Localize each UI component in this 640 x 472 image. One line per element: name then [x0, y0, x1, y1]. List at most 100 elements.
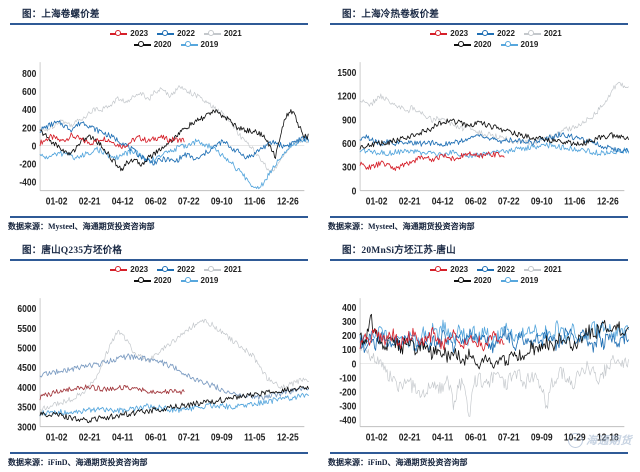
- legend-item-2023[interactable]: 2023: [430, 265, 468, 274]
- panel-title: 图：唐山Q235方坯价格: [22, 246, 123, 256]
- svg-text:04-11: 04-11: [432, 432, 454, 444]
- svg-text:06-02: 06-02: [145, 196, 167, 208]
- legend-marker-icon: [203, 265, 221, 274]
- title-divider: [10, 23, 308, 25]
- svg-text:07-21: 07-21: [498, 432, 520, 444]
- legend-label: 2019: [520, 39, 539, 49]
- source-note: 数据来源：Mysteel、海通期货投资咨询部: [8, 222, 155, 231]
- legend-marker-icon: [110, 265, 128, 274]
- svg-text:01-02: 01-02: [366, 432, 388, 444]
- legend-item-2019[interactable]: 2019: [500, 39, 539, 49]
- chart-area: 2023 2022 2021: [328, 27, 630, 214]
- legend-item-2022[interactable]: 2022: [157, 29, 195, 38]
- svg-text:0: 0: [32, 140, 37, 152]
- legend-item-2019[interactable]: 2019: [500, 275, 539, 285]
- legend-label: 2023: [450, 264, 469, 274]
- chart-legend: 2023 2022 2021: [328, 29, 630, 49]
- legend-marker-icon: [523, 265, 541, 274]
- svg-text:1500: 1500: [337, 67, 356, 79]
- legend-label: 2019: [520, 275, 539, 285]
- svg-text:5500: 5500: [17, 323, 36, 335]
- panel-shanghai-cold-hot-rolled-spread: 图：上海冷热卷板价差 2023 2022: [320, 0, 640, 236]
- svg-text:5000: 5000: [17, 343, 36, 355]
- source-note: 数据来源：iFinD、海通期货投资咨询部: [8, 458, 148, 467]
- legend-item-2019[interactable]: 2019: [180, 40, 218, 49]
- svg-text:07-22: 07-22: [498, 196, 520, 208]
- legend-item-2023[interactable]: 2023: [430, 29, 468, 38]
- panel-title: 图：上海卷螺价差: [22, 10, 100, 20]
- svg-text:-100: -100: [339, 372, 356, 384]
- svg-text:07-21: 07-21: [178, 432, 200, 444]
- svg-text:06-01: 06-01: [145, 432, 167, 444]
- panel-title: 图：上海冷热卷板价差: [342, 10, 440, 20]
- legend-marker-icon: [430, 265, 448, 274]
- svg-text:09-10: 09-10: [531, 196, 553, 208]
- svg-text:12-25: 12-25: [277, 432, 299, 444]
- panel-20mnsi-billet-jiangsu-tangshan: 图：20MnSi方坯江苏-唐山 2023 2022: [320, 236, 640, 472]
- legend-label: 2020: [473, 39, 492, 49]
- line-plot: -400 -200 0 200 400 600 800 01-02 02-21 04-12 06-0…: [8, 27, 310, 214]
- svg-text:600: 600: [22, 86, 36, 98]
- legend-item-2020[interactable]: 2020: [133, 40, 172, 49]
- svg-text:4500: 4500: [17, 362, 36, 374]
- legend-label: 2021: [543, 28, 562, 38]
- legend-item-2022[interactable]: 2022: [477, 29, 515, 38]
- legend-label: 2021: [223, 264, 242, 274]
- svg-text:-300: -300: [339, 401, 356, 413]
- legend-label: 2020: [153, 275, 172, 285]
- line-plot: 3000 3500 4000 4500 5000 5500 6000 01-02 02-21 04…: [8, 263, 310, 450]
- svg-text:04-11: 04-11: [112, 432, 134, 444]
- legend-label: 2022: [177, 28, 195, 38]
- legend-label: 2023: [130, 28, 149, 38]
- legend-item-2020[interactable]: 2020: [453, 275, 492, 285]
- legend-label: 2022: [177, 264, 195, 274]
- legend-item-2021[interactable]: 2021: [523, 264, 562, 274]
- panel-title: 图：20MnSi方坯江苏-唐山: [342, 246, 456, 256]
- line-plot: -400 -300 -200 -100 0 100 200 300 400 01-02 02-21 0…: [328, 263, 630, 450]
- legend-label: 2020: [473, 275, 492, 285]
- legend-label: 2021: [543, 264, 562, 274]
- legend-marker-icon: [133, 40, 151, 49]
- legend-item-2019[interactable]: 2019: [180, 275, 219, 285]
- legend-item-2020[interactable]: 2020: [133, 275, 172, 285]
- chart-area: 2023 2022 2021: [8, 27, 310, 214]
- legend-marker-icon: [180, 276, 198, 285]
- svg-text:09-09: 09-09: [531, 432, 553, 444]
- legend-item-2021[interactable]: 2021: [203, 264, 242, 274]
- source-note: 数据来源：Mysteel、海通期货投资咨询部: [328, 222, 475, 231]
- svg-text:12-26: 12-26: [597, 196, 619, 208]
- svg-text:11-05: 11-05: [244, 432, 266, 444]
- svg-text:-400: -400: [19, 177, 36, 189]
- legend-label: 2019: [200, 275, 219, 285]
- svg-text:0: 0: [352, 358, 357, 370]
- svg-text:02-21: 02-21: [399, 432, 421, 444]
- svg-text:-200: -200: [339, 387, 356, 399]
- svg-text:04-12: 04-12: [112, 196, 134, 208]
- svg-text:200: 200: [342, 330, 356, 342]
- legend-item-2022[interactable]: 2022: [157, 265, 195, 274]
- svg-text:02-21: 02-21: [79, 196, 101, 208]
- svg-text:400: 400: [22, 104, 36, 116]
- chart-legend: 2023 2022 2021: [8, 29, 310, 49]
- svg-text:10-29: 10-29: [564, 432, 586, 444]
- chart-legend: 2023 2022 2021: [8, 265, 310, 285]
- svg-text:3500: 3500: [17, 402, 36, 414]
- svg-text:12-18: 12-18: [597, 432, 619, 444]
- legend-marker-icon: [157, 29, 175, 38]
- legend-item-2023[interactable]: 2023: [110, 265, 148, 274]
- legend-marker-icon: [477, 265, 495, 274]
- legend-item-2022[interactable]: 2022: [477, 265, 515, 274]
- svg-text:01-02: 01-02: [46, 196, 68, 208]
- legend-item-2023[interactable]: 2023: [110, 29, 148, 38]
- title-divider: [10, 259, 308, 261]
- legend-item-2020[interactable]: 2020: [453, 39, 492, 49]
- svg-text:200: 200: [22, 122, 36, 134]
- chart-legend: 2023 2022 2021: [328, 265, 630, 285]
- svg-text:04-12: 04-12: [432, 196, 454, 208]
- legend-item-2021[interactable]: 2021: [523, 28, 562, 38]
- legend-marker-icon: [523, 29, 541, 38]
- legend-item-2021[interactable]: 2021: [203, 29, 242, 38]
- legend-label: 2022: [497, 28, 515, 38]
- svg-text:02-21: 02-21: [399, 196, 421, 208]
